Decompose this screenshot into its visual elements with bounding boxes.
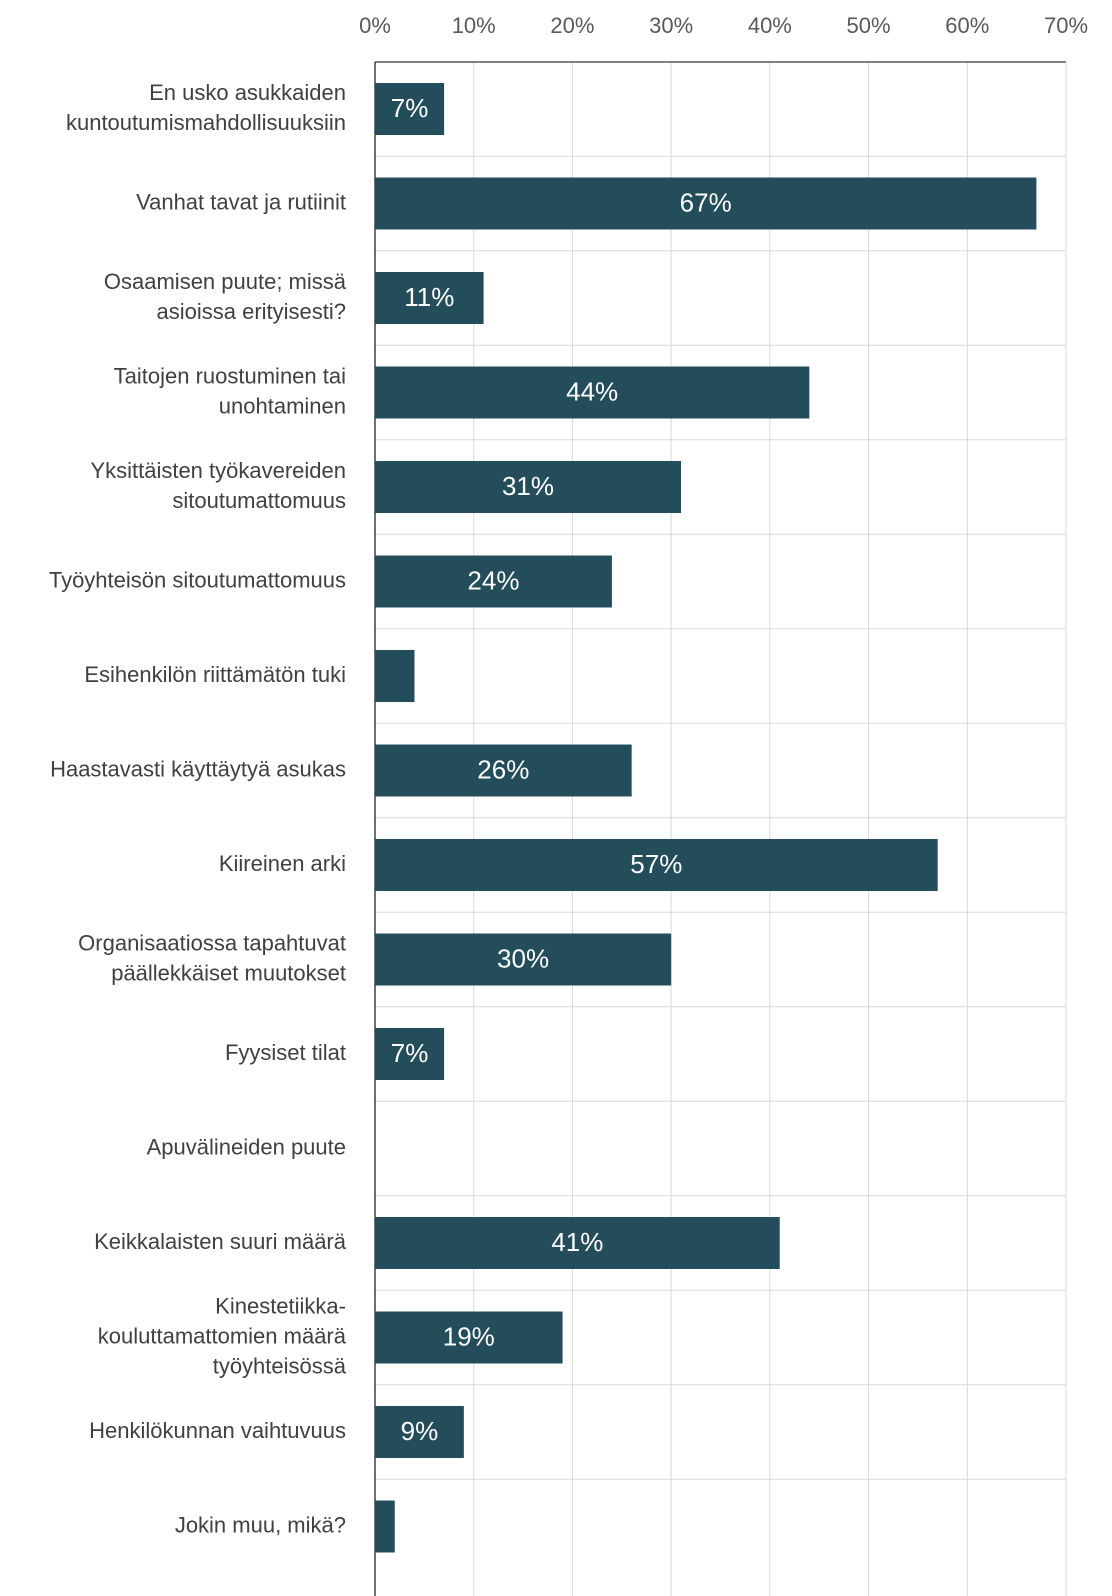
category-label: päällekkäiset muutokset bbox=[111, 960, 346, 985]
value-label: 26% bbox=[477, 754, 529, 784]
value-label: 67% bbox=[680, 187, 732, 217]
category-label: Henkilökunnan vaihtuvuus bbox=[89, 1418, 346, 1443]
category-label: Organisaatiossa tapahtuvat bbox=[78, 930, 346, 955]
bar bbox=[375, 1406, 464, 1458]
category-label: Yksittäisten työkavereiden bbox=[90, 458, 346, 483]
category-label: kuntoutumismahdollisuuksiin bbox=[66, 110, 346, 135]
x-tick-label: 30% bbox=[649, 13, 693, 38]
value-label: 30% bbox=[497, 943, 549, 973]
category-label: Esihenkilön riittämätön tuki bbox=[84, 662, 346, 687]
category-label: Apuvälineiden puute bbox=[147, 1134, 346, 1159]
value-label: 31% bbox=[502, 471, 554, 501]
value-label: 19% bbox=[443, 1321, 495, 1351]
x-tick-label: 0% bbox=[359, 13, 391, 38]
value-label: 7% bbox=[391, 1038, 429, 1068]
bar bbox=[375, 933, 672, 986]
category-label: Kiireinen arki bbox=[219, 851, 346, 876]
bar bbox=[375, 1500, 395, 1553]
x-tick-label: 40% bbox=[748, 13, 792, 38]
bar bbox=[375, 177, 1037, 230]
category-label: Taitojen ruostuminen tai bbox=[114, 363, 346, 388]
bar bbox=[375, 1311, 563, 1364]
category-label: Keikkalaisten suuri määrä bbox=[94, 1229, 347, 1254]
x-tick-label: 50% bbox=[847, 13, 891, 38]
category-label: Haastavasti käyttäytyä asukas bbox=[50, 756, 346, 781]
value-label: 7% bbox=[391, 93, 429, 123]
category-label: kouluttamattomien määrä bbox=[98, 1323, 347, 1348]
value-label: 11% bbox=[404, 282, 454, 312]
bar bbox=[375, 272, 484, 324]
category-label: unohtaminen bbox=[219, 393, 346, 418]
value-label: 41% bbox=[551, 1227, 603, 1257]
bar bbox=[375, 83, 445, 135]
category-label: Vanhat tavat ja rutiinit bbox=[136, 189, 346, 214]
value-label: 57% bbox=[630, 849, 682, 879]
bar bbox=[375, 555, 612, 608]
bar bbox=[375, 366, 810, 419]
x-tick-label: 10% bbox=[452, 13, 496, 38]
bar bbox=[375, 839, 938, 891]
category-label: työyhteisössä bbox=[213, 1353, 347, 1378]
value-label: 24% bbox=[467, 565, 519, 595]
category-label: En usko asukkaiden bbox=[149, 80, 346, 105]
category-label: Työyhteisön sitoutumattomuus bbox=[49, 567, 346, 592]
x-tick-label: 70% bbox=[1044, 13, 1088, 38]
x-tick-label: 20% bbox=[550, 13, 594, 38]
bar bbox=[375, 744, 632, 797]
bar bbox=[375, 1217, 780, 1269]
category-label: sitoutumattomuus bbox=[172, 488, 346, 513]
category-label: Kinestetiikka- bbox=[215, 1293, 346, 1318]
category-label: Jokin muu, mikä? bbox=[175, 1512, 346, 1537]
category-label: Osaamisen puute; missä bbox=[104, 269, 347, 294]
bar bbox=[375, 650, 415, 702]
value-label: 44% bbox=[566, 376, 618, 406]
x-tick-label: 60% bbox=[945, 13, 989, 38]
value-label: 9% bbox=[401, 1416, 439, 1446]
category-label: Fyysiset tilat bbox=[225, 1040, 346, 1065]
bar bbox=[375, 461, 682, 513]
category-label: asioissa erityisesti? bbox=[156, 299, 346, 324]
bar bbox=[375, 1028, 445, 1080]
